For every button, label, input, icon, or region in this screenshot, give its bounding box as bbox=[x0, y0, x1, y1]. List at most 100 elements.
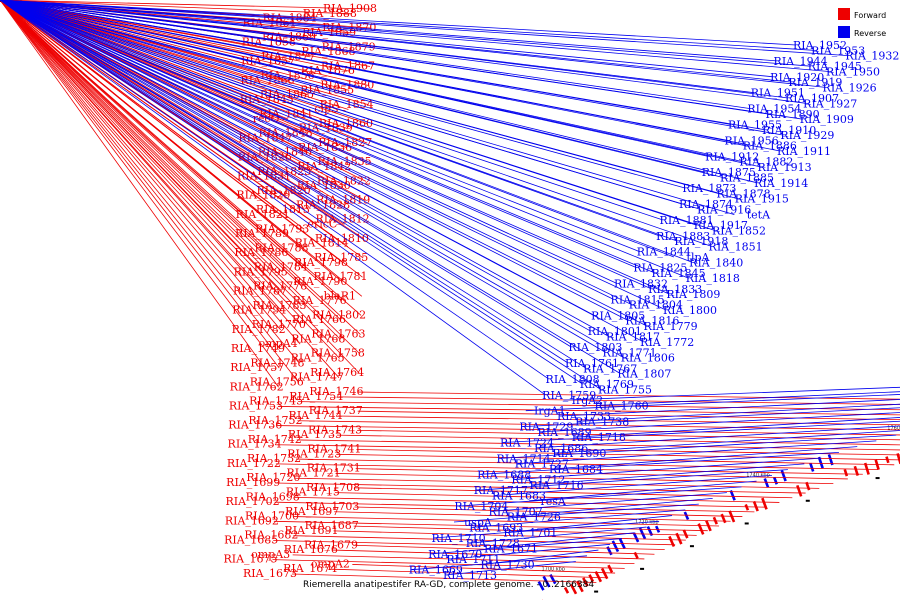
gene-glyph bbox=[537, 580, 545, 591]
forward-gene-label: RIA_1752 bbox=[248, 414, 302, 427]
forward-leader bbox=[0, 0, 361, 335]
forward-gene-label: RIA_1753 bbox=[229, 399, 283, 412]
reverse-leader bbox=[0, 0, 712, 247]
reverse-gene-label: RIA_1772 bbox=[640, 336, 694, 349]
reverse-leader bbox=[480, 451, 839, 475]
reverse-leader bbox=[445, 561, 576, 576]
reverse-leader bbox=[0, 0, 693, 263]
reverse-gene-label: RIA_1767 bbox=[583, 362, 637, 375]
forward-gene-label: RIA_1702 bbox=[226, 495, 280, 508]
reverse-leader bbox=[499, 434, 897, 459]
reverse-leader bbox=[0, 0, 569, 364]
reverse-gene-label: RIA_1713 bbox=[443, 569, 497, 582]
forward-gene-label: RIA_1687 bbox=[305, 519, 359, 532]
forward-leader bbox=[0, 0, 340, 359]
forward-gene-label: RIA_1868 bbox=[301, 45, 355, 58]
reverse-gene-label: RIA_1916 bbox=[697, 203, 751, 216]
reverse-leader bbox=[0, 0, 678, 242]
forward-gene-label: RIA_1814 bbox=[295, 237, 349, 250]
forward-leader bbox=[0, 0, 280, 369]
reverse-gene-label: RIA_1952 bbox=[793, 39, 847, 52]
forward-gene-label: RIA_1754 bbox=[289, 390, 343, 403]
forward-leader bbox=[357, 429, 900, 441]
reverse-leader bbox=[453, 503, 699, 523]
forward-gene-label: RIA_1857 bbox=[241, 55, 295, 68]
reverse-leader bbox=[0, 0, 652, 290]
forward-gene-label: RIA_1778 bbox=[253, 280, 307, 293]
reverse-gene-label: RIA_1907 bbox=[785, 92, 839, 105]
forward-gene-label: RIA_1720 bbox=[246, 471, 300, 484]
forward-gene-label: RIA_1731 bbox=[307, 462, 361, 475]
reverse-gene-label: RIA_1885 bbox=[720, 172, 774, 185]
reverse-gene-label: RIA_1727 bbox=[515, 458, 569, 471]
reverse-leader bbox=[0, 0, 761, 168]
forward-gene-label: RIA_1691 bbox=[284, 524, 338, 537]
reverse-gene-label: RIA_1926 bbox=[823, 81, 877, 94]
forward-gene-label: ericC bbox=[307, 217, 337, 230]
forward-leader bbox=[0, 0, 281, 331]
reverse-leader bbox=[0, 0, 632, 306]
reverse-gene-label: RIA_1911 bbox=[777, 145, 831, 158]
forward-gene-label: RIA_1700 bbox=[245, 510, 299, 523]
reverse-gene-label: RIA_1951 bbox=[751, 87, 805, 100]
gene-glyph bbox=[682, 529, 689, 539]
forward-gene-label: ompA3 bbox=[251, 548, 290, 561]
reverse-gene-label: RIA_1915 bbox=[735, 193, 789, 206]
gene-glyph bbox=[632, 532, 640, 543]
reverse-gene-label: RIA_1929 bbox=[780, 129, 834, 142]
forward-leader bbox=[355, 487, 793, 499]
reverse-gene-label: RIA_1927 bbox=[803, 97, 857, 110]
reverse-leader bbox=[540, 412, 900, 433]
reverse-leader bbox=[0, 0, 777, 62]
reverse-gene-label: RIA_1809 bbox=[666, 288, 720, 301]
forward-gene-label: RIA_1756 bbox=[250, 375, 304, 388]
gene-glyph bbox=[638, 527, 647, 540]
gene-glyph bbox=[729, 490, 736, 501]
forward-leader bbox=[294, 516, 720, 527]
reverse-leader bbox=[502, 420, 900, 443]
reverse-leader bbox=[0, 0, 774, 78]
forward-leader bbox=[0, 0, 370, 86]
reverse-leader bbox=[0, 0, 618, 284]
gene-glyph bbox=[809, 462, 815, 472]
reverse-gene-label: RIA_1818 bbox=[686, 272, 740, 285]
reverse-leader bbox=[529, 480, 757, 502]
gene-glyph bbox=[594, 570, 603, 583]
reverse-gene-label: RIA_1733 bbox=[557, 410, 611, 423]
reverse-leader bbox=[476, 469, 788, 491]
gene-glyph bbox=[607, 564, 614, 573]
forward-gene-label: RIA_1747 bbox=[290, 371, 344, 384]
forward-leader bbox=[0, 0, 360, 374]
reverse-gene-label: RIA_1738 bbox=[575, 415, 629, 428]
forward-leader bbox=[277, 406, 900, 416]
reverse-leader bbox=[0, 0, 667, 311]
reverse-leader bbox=[537, 425, 900, 449]
reverse-gene-label: RIA_1920 bbox=[770, 71, 824, 84]
reverse-leader bbox=[411, 555, 588, 571]
gene-marker bbox=[689, 545, 694, 548]
reverse-leader bbox=[0, 0, 584, 385]
reverse-gene-label: RIA_1689 bbox=[538, 426, 592, 439]
gene-glyph bbox=[744, 504, 750, 511]
forward-gene-label: RIA_1757 bbox=[230, 361, 284, 374]
reverse-leader bbox=[494, 474, 772, 496]
forward-leader bbox=[298, 401, 900, 411]
forward-gene-label: RIA_1746 bbox=[309, 385, 363, 398]
reverse-leader bbox=[491, 492, 727, 512]
forward-leader bbox=[297, 420, 900, 431]
forward-leader bbox=[0, 0, 300, 383]
forward-leader bbox=[0, 0, 361, 355]
forward-leader bbox=[0, 0, 349, 110]
reverse-leader bbox=[472, 509, 686, 528]
reverse-gene-label: RIA_1890 bbox=[766, 108, 820, 121]
forward-leader bbox=[0, 0, 300, 364]
reverse-gene-label: RIA_1710 bbox=[432, 532, 486, 545]
reverse-leader bbox=[0, 0, 789, 99]
tick-label: 1740 kbp bbox=[746, 472, 770, 478]
reverse-leader bbox=[434, 520, 660, 539]
legend-label: Forward bbox=[854, 11, 886, 20]
reverse-gene-label: RIA_1771 bbox=[603, 346, 657, 359]
reverse-leader bbox=[0, 0, 803, 120]
reverse-gene-label: RIA_1833 bbox=[648, 283, 702, 296]
forward-gene-label: RIA_1762 bbox=[230, 380, 284, 393]
